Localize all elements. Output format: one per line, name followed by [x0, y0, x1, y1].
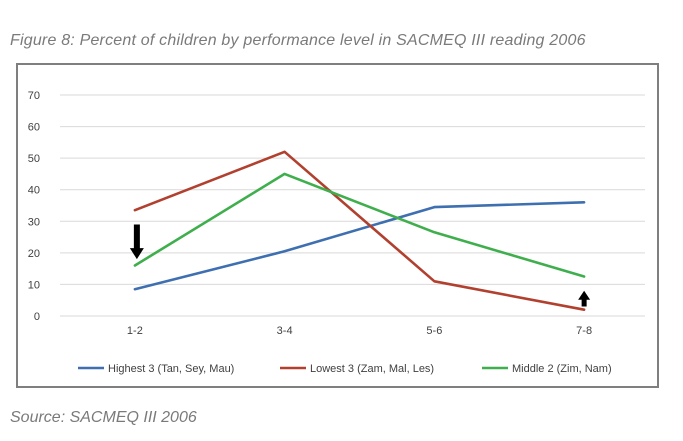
y-tick-label: 0	[34, 311, 40, 323]
y-tick-label: 60	[28, 122, 40, 134]
series-lines	[133, 150, 586, 311]
legend-label-1: Highest 3 (Tan, Sey, Mau)	[108, 363, 234, 375]
line-chart: 0 10 20 30 40 50 60 70 1-2 3-4 5-6 7-8 Highest 3 (…	[28, 90, 645, 375]
y-tick-label: 70	[28, 90, 40, 102]
figure-source: Source: SACMEQ III 2006	[10, 409, 197, 426]
legend: Highest 3 (Tan, Sey, Mau) Lowest 3 (Zam, …	[78, 363, 612, 375]
x-axis-tick-labels: 1-2 3-4 5-6 7-8	[127, 325, 592, 337]
series-line-1	[133, 201, 586, 291]
arrow-up-icon	[578, 290, 591, 307]
legend-label-3: Middle 2 (Zim, Nam)	[512, 363, 612, 375]
figure-caption: Figure 8: Percent of children by perform…	[10, 32, 586, 49]
x-tick-label: 1-2	[127, 325, 143, 337]
series-line-2	[133, 150, 586, 311]
y-tick-label: 10	[28, 279, 40, 291]
y-axis-tick-labels: 0 10 20 30 40 50 60 70	[28, 90, 40, 323]
arrow-annotations	[129, 224, 591, 307]
y-tick-label: 20	[28, 248, 40, 260]
legend-label-2: Lowest 3 (Zam, Mal, Les)	[310, 363, 434, 375]
series-line-3	[133, 172, 586, 278]
y-tick-label: 40	[28, 185, 40, 197]
y-tick-label: 50	[28, 153, 40, 165]
x-tick-label: 5-6	[426, 325, 442, 337]
x-tick-label: 7-8	[576, 325, 592, 337]
y-tick-label: 30	[28, 216, 40, 228]
x-tick-label: 3-4	[277, 325, 293, 337]
chart-frame: 0 10 20 30 40 50 60 70 1-2 3-4 5-6 7-8 Highest 3 (…	[16, 63, 659, 388]
arrow-down-icon	[129, 224, 144, 260]
